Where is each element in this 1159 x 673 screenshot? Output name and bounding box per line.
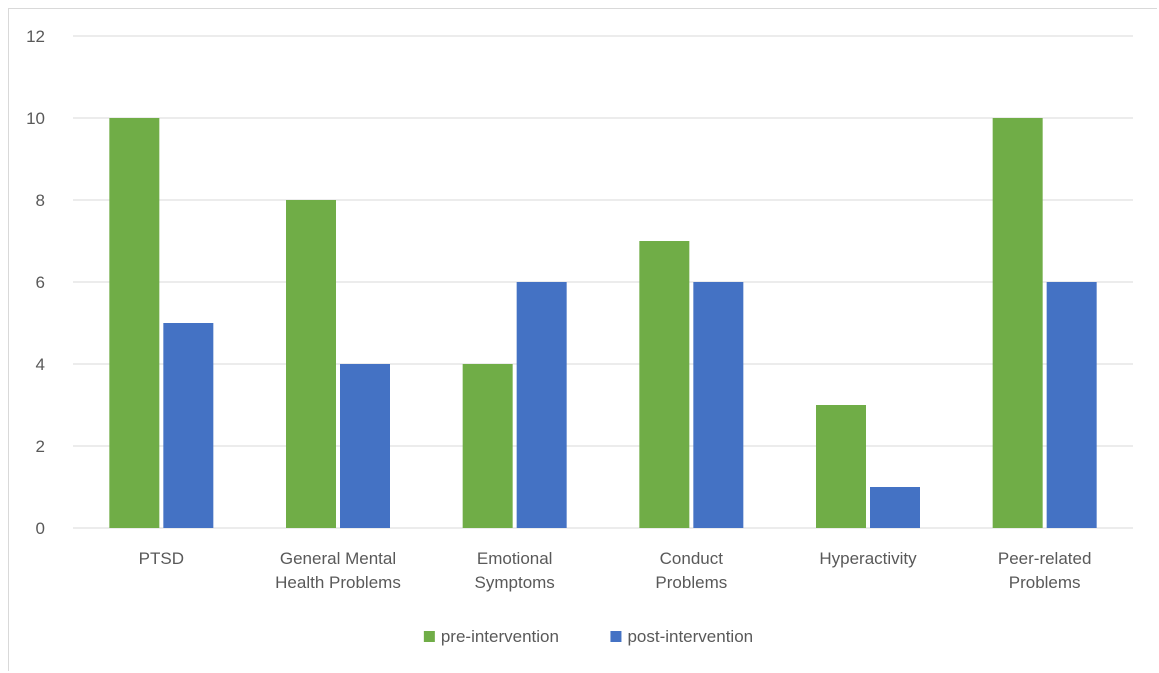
x-tick-label: Problems — [1009, 573, 1081, 592]
bar-post-intervention — [1046, 282, 1097, 528]
x-tick-label: Conduct — [660, 549, 724, 568]
bar-post-intervention — [870, 487, 920, 528]
legend-label: pre-intervention — [441, 627, 559, 646]
x-tick-label: Peer-related — [998, 549, 1092, 568]
y-axis: 0 2 4 6 8 10 12 — [26, 27, 45, 538]
legend: pre-intervention post-intervention — [423, 627, 753, 646]
y-tick-label: 6 — [36, 273, 45, 292]
bar-pre-intervention — [462, 364, 513, 528]
y-tick-label: 0 — [36, 519, 45, 538]
x-axis: PTSD General Mental Health Problems Emotion… — [139, 549, 1092, 592]
bar-post-intervention — [163, 323, 214, 528]
bars — [109, 118, 1097, 528]
bar-post-intervention — [693, 282, 744, 528]
x-tick-label: General Mental — [280, 549, 396, 568]
bar-post-intervention — [340, 364, 390, 528]
bar-pre-intervention — [109, 118, 160, 528]
legend-label: post-intervention — [627, 627, 753, 646]
bar-pre-intervention — [639, 241, 690, 528]
x-tick-label: PTSD — [139, 549, 184, 568]
y-tick-label: 10 — [26, 109, 45, 128]
chart-frame — [8, 8, 1157, 671]
legend-swatch — [423, 631, 435, 642]
y-tick-label: 2 — [36, 437, 45, 456]
x-tick-label: Symptoms — [475, 573, 555, 592]
bar-post-intervention — [516, 282, 567, 528]
x-tick-label: Hyperactivity — [819, 549, 917, 568]
gridlines — [73, 35, 1133, 529]
bar-pre-intervention — [816, 405, 866, 528]
x-tick-label: Problems — [655, 573, 727, 592]
y-tick-label: 12 — [26, 27, 45, 46]
y-tick-label: 8 — [36, 191, 45, 210]
legend-swatch — [610, 631, 622, 642]
x-tick-label: Emotional — [477, 549, 553, 568]
bar-pre-intervention — [992, 118, 1043, 528]
x-tick-label: Health Problems — [275, 573, 401, 592]
y-tick-label: 4 — [36, 355, 45, 374]
bar-pre-intervention — [286, 200, 336, 528]
